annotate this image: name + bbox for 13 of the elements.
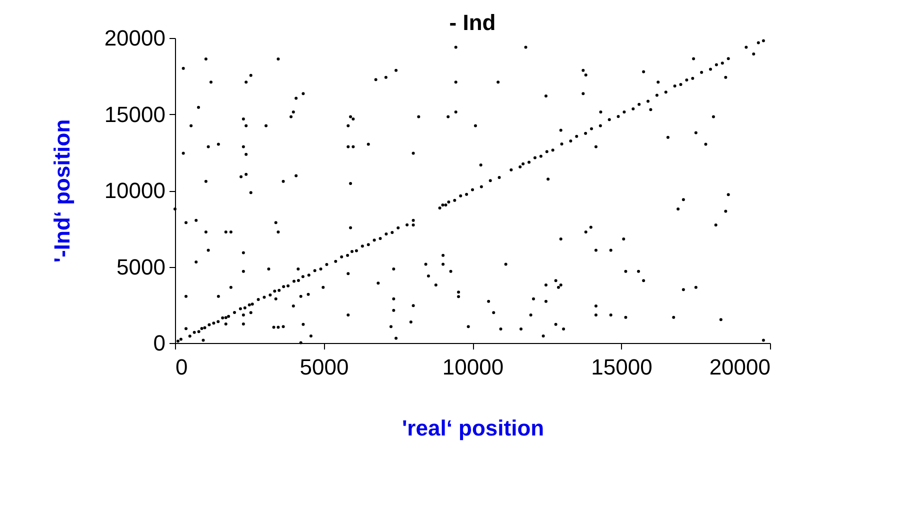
x-tick-label: 15000: [591, 354, 652, 380]
y-tick-label: 0: [153, 330, 166, 356]
x-tick-label: 0: [176, 354, 188, 380]
x-tick-label: 10000: [442, 354, 504, 380]
y-tick-label: 20000: [104, 26, 166, 50]
x-tick-label: 20000: [709, 354, 770, 380]
y-tick-label: 5000: [116, 254, 166, 280]
chart-title: - Ind: [449, 10, 496, 35]
x-axis-title: 'real‘ position: [402, 416, 544, 440]
y-tick-label: 15000: [104, 102, 166, 127]
x-tick-label: 5000: [300, 354, 349, 380]
y-axis-title: '-Ind‘ position: [49, 119, 74, 263]
y-tick-label: 10000: [104, 178, 166, 203]
